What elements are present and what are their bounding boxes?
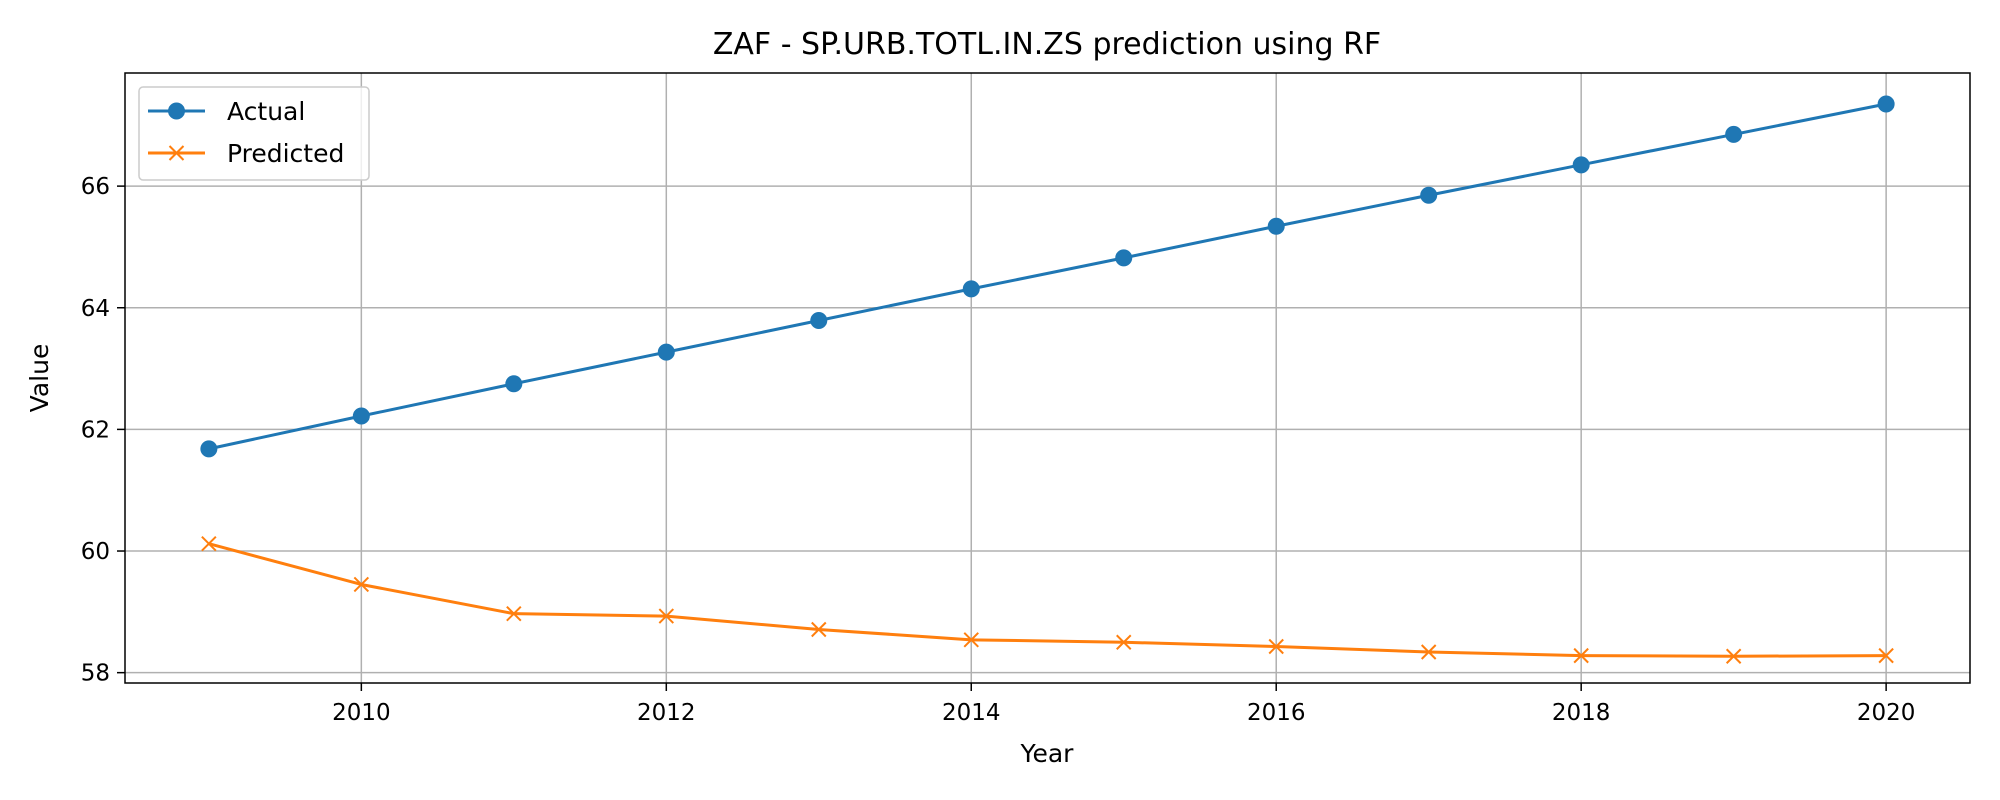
data-point-predicted — [1725, 648, 1742, 664]
series-predicted — [201, 536, 1894, 664]
legend-item-predicted: Predicted — [148, 139, 344, 168]
x-tick-label: 2018 — [1552, 700, 1611, 726]
data-point-predicted — [963, 632, 979, 648]
data-point-predicted — [201, 536, 217, 552]
legend: Actual Predicted — [138, 86, 370, 181]
series-line-predicted — [208, 542, 1887, 658]
legend-item-actual: Actual — [148, 97, 305, 126]
x-tick-label: 2010 — [332, 700, 391, 726]
y-axis-label: Value — [25, 344, 54, 413]
legend-marker-predicted — [168, 145, 185, 161]
x-tick-label: 2012 — [637, 700, 696, 726]
data-point-predicted — [1573, 647, 1589, 664]
data-point-predicted — [506, 605, 522, 622]
data-point-predicted — [1116, 634, 1132, 650]
data-point-predicted — [1878, 647, 1894, 664]
plot-frame — [124, 72, 1971, 684]
y-tick-label: 60 — [81, 539, 110, 565]
y-tick-label: 66 — [81, 174, 110, 200]
data-point-predicted — [1268, 638, 1284, 655]
legend-label-predicted: Predicted — [227, 139, 344, 168]
data-point-actual — [657, 343, 675, 361]
legend-label-actual: Actual — [227, 97, 305, 126]
data-point-predicted — [353, 576, 370, 593]
data-point-actual — [1877, 95, 1895, 113]
series-layer — [200, 95, 1895, 664]
legend-marker-actual — [168, 102, 185, 120]
data-point-actual — [1572, 156, 1590, 174]
data-point-predicted — [811, 621, 827, 638]
y-tick-label: 62 — [81, 417, 110, 443]
data-point-actual — [200, 440, 218, 458]
series-actual — [200, 95, 1895, 458]
data-point-actual — [1725, 125, 1743, 143]
grid — [125, 73, 1970, 683]
data-point-actual — [1420, 186, 1438, 204]
data-point-predicted — [1420, 644, 1437, 660]
data-point-actual — [962, 280, 980, 298]
series-line-actual — [208, 102, 1887, 451]
y-tick-label: 64 — [81, 296, 110, 322]
data-point-actual — [505, 375, 523, 393]
ticks: 2010 2012 2014 2016 2018 2020 58 60 62 64 66 — [81, 174, 1916, 726]
data-point-predicted — [658, 608, 675, 624]
x-axis-label: Year — [1020, 739, 1075, 768]
x-tick-label: 2014 — [942, 700, 1001, 726]
x-tick-label: 2020 — [1857, 700, 1916, 726]
data-point-actual — [1267, 217, 1285, 235]
data-point-actual — [810, 312, 828, 330]
x-tick-label: 2016 — [1247, 700, 1306, 726]
chart-title: ZAF - SP.URB.TOTL.IN.ZS prediction using… — [713, 27, 1381, 62]
y-tick-label: 58 — [81, 661, 110, 687]
data-point-actual — [352, 407, 370, 425]
data-point-actual — [1115, 249, 1133, 267]
